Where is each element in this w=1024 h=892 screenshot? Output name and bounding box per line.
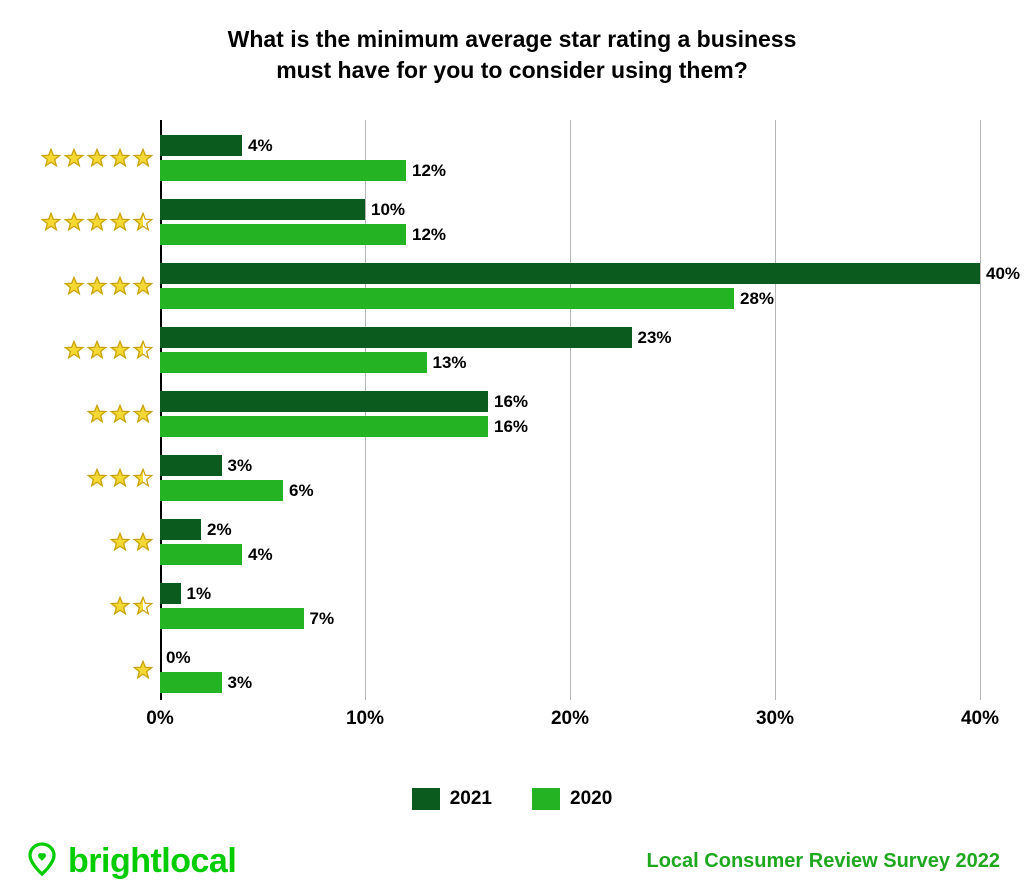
- bar-value-label: 2%: [207, 520, 232, 540]
- bar-2021: [160, 263, 980, 284]
- category-group: 4% 12%: [160, 126, 980, 190]
- legend-item: 2020: [532, 788, 612, 810]
- star-rating-icon: [132, 659, 154, 681]
- x-tick-label: 30%: [756, 708, 794, 730]
- star-rating-icon: [40, 147, 154, 169]
- legend-item: 2021: [412, 788, 492, 810]
- x-tick-label: 20%: [551, 708, 589, 730]
- chart-title: What is the minimum average star rating …: [0, 0, 1024, 94]
- star-rating-icon: [109, 531, 154, 553]
- star-rating-icon: [86, 467, 154, 489]
- brand-name: brightlocal: [68, 842, 236, 881]
- bar-2020: [160, 416, 488, 437]
- bar-2020: [160, 480, 283, 501]
- chart: 0%10%20%30%40% 4%12% 1: [20, 120, 1000, 740]
- gridline: [980, 120, 981, 700]
- category-group: 16%16%: [160, 382, 980, 446]
- bar-value-label: 7%: [310, 609, 335, 629]
- legend-swatch: [532, 788, 560, 810]
- bar-2021: [160, 135, 242, 156]
- x-tick-label: 0%: [146, 708, 173, 730]
- x-tick-label: 10%: [346, 708, 384, 730]
- x-tick-label: 40%: [961, 708, 999, 730]
- star-rating-icon: [40, 211, 154, 233]
- bar-2020: [160, 160, 406, 181]
- star-rating-icon: [63, 339, 154, 361]
- legend-label: 2021: [450, 788, 492, 810]
- bar-2020: [160, 288, 734, 309]
- bar-value-label: 16%: [494, 392, 528, 412]
- title-line-2: must have for you to consider using them…: [276, 57, 748, 83]
- bar-value-label: 4%: [248, 545, 273, 565]
- bar-2021: [160, 583, 181, 604]
- bar-value-label: 13%: [433, 353, 467, 373]
- bar-2020: [160, 672, 222, 693]
- bar-value-label: 4%: [248, 136, 273, 156]
- bar-value-label: 3%: [228, 456, 253, 476]
- bar-value-label: 23%: [638, 328, 672, 348]
- star-rating-icon: [109, 595, 154, 617]
- footer-source: Local Consumer Review Survey 2022: [647, 850, 1001, 873]
- pin-heart-icon: [24, 841, 60, 882]
- bar-value-label: 12%: [412, 161, 446, 181]
- legend-swatch: [412, 788, 440, 810]
- bar-value-label: 3%: [228, 673, 253, 693]
- bar-value-label: 40%: [986, 264, 1020, 284]
- bar-value-label: 0%: [166, 648, 191, 668]
- bar-2021: [160, 391, 488, 412]
- bar-value-label: 1%: [187, 584, 212, 604]
- category-group: 2% 4%: [160, 510, 980, 574]
- bar-value-label: 6%: [289, 481, 314, 501]
- bar-2020: [160, 544, 242, 565]
- title-line-1: What is the minimum average star rating …: [228, 26, 797, 52]
- bar-value-label: 28%: [740, 289, 774, 309]
- category-group: 40%28%: [160, 254, 980, 318]
- bar-2020: [160, 352, 427, 373]
- bar-value-label: 12%: [412, 225, 446, 245]
- brand-logo: brightlocal: [24, 841, 236, 882]
- category-group: 10% 12%: [160, 190, 980, 254]
- bar-2021: [160, 455, 222, 476]
- plot-area: 0%10%20%30%40% 4%12% 1: [160, 120, 980, 700]
- legend: 2021 2020: [0, 788, 1024, 810]
- category-group: 0% 3%: [160, 638, 980, 702]
- bar-2021: [160, 327, 632, 348]
- category-group: 1% 7%: [160, 574, 980, 638]
- bar-2020: [160, 224, 406, 245]
- star-rating-icon: [63, 275, 154, 297]
- bar-value-label: 10%: [371, 200, 405, 220]
- bar-value-label: 16%: [494, 417, 528, 437]
- bar-2021: [160, 519, 201, 540]
- footer: brightlocal Local Consumer Review Survey…: [0, 841, 1024, 882]
- category-group: 23% 13%: [160, 318, 980, 382]
- category-group: 3% 6%: [160, 446, 980, 510]
- bar-2021: [160, 199, 365, 220]
- star-rating-icon: [86, 403, 154, 425]
- bar-2020: [160, 608, 304, 629]
- legend-label: 2020: [570, 788, 612, 810]
